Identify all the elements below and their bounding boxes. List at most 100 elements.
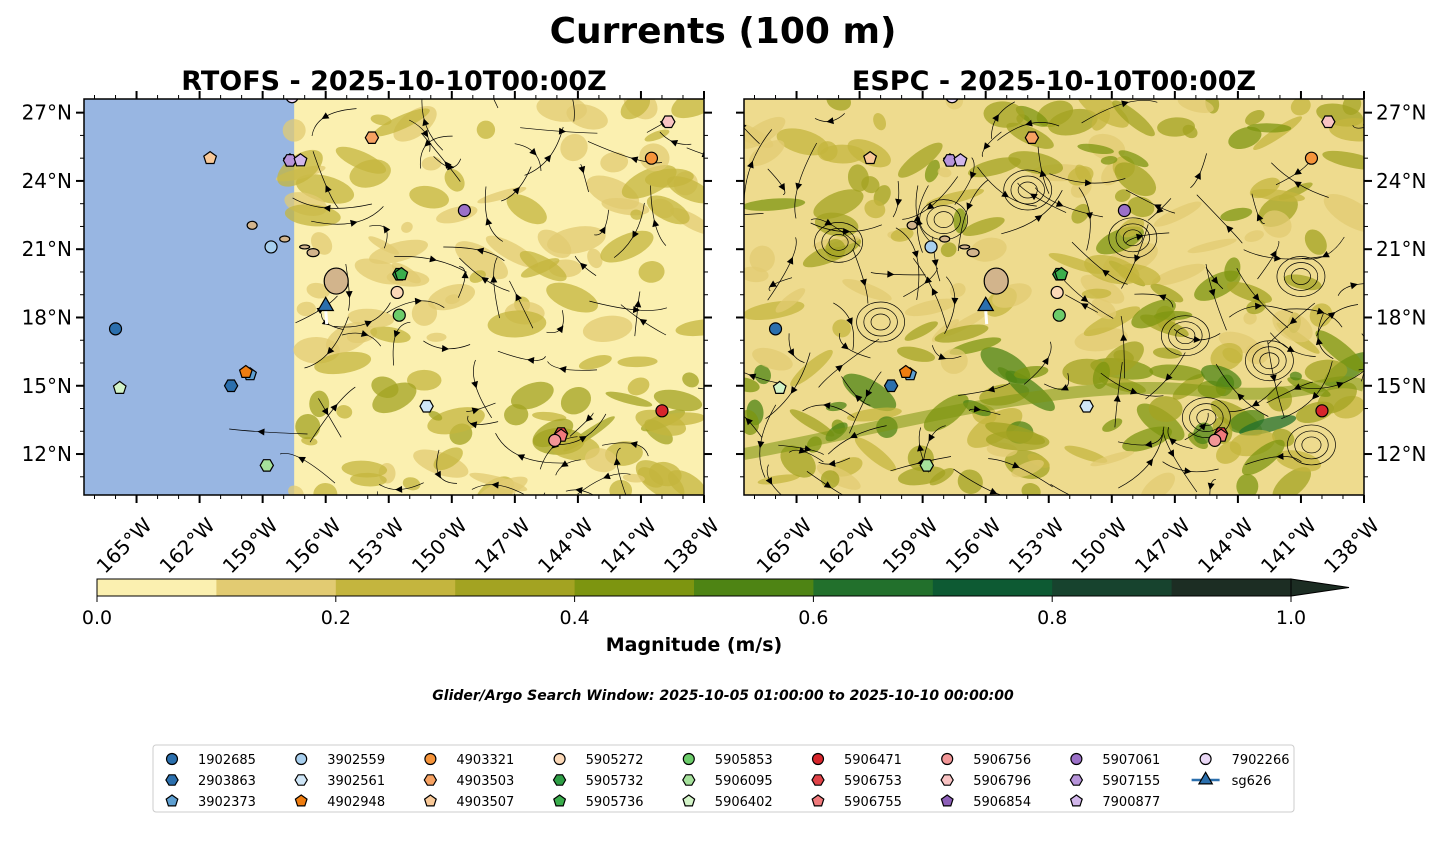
magnitude-contour bbox=[427, 283, 476, 311]
magnitude-contour bbox=[1244, 343, 1269, 365]
magnitude-contour bbox=[609, 479, 633, 495]
lat-tick-label: 21°N bbox=[1376, 237, 1426, 261]
streamline-arrow bbox=[969, 171, 977, 180]
legend-label-4903503: 4903503 bbox=[456, 774, 514, 789]
magnitude-contour bbox=[897, 466, 946, 486]
legend-label-5907061: 5907061 bbox=[1102, 753, 1160, 768]
magnitude-contour bbox=[407, 369, 442, 391]
float-marker-5906471 bbox=[1315, 404, 1329, 418]
island bbox=[306, 248, 320, 258]
magnitude-contour bbox=[1140, 472, 1176, 495]
island bbox=[279, 235, 291, 243]
magnitude-contour bbox=[1083, 306, 1141, 337]
espc-map-panel: ESPC - 2025-10-10T00:00Z 165°W162°W159°W… bbox=[736, 66, 1426, 578]
streamline-arrow bbox=[632, 230, 639, 239]
magnitude-contour bbox=[600, 152, 629, 173]
magnitude-contour bbox=[1290, 99, 1311, 116]
lat-tick-label: 12°N bbox=[1376, 442, 1426, 466]
float-marker-5905853 bbox=[1052, 308, 1066, 322]
legend-label-1902685: 1902685 bbox=[198, 753, 256, 768]
streamline-arrow bbox=[424, 139, 432, 147]
magnitude-contour bbox=[1153, 201, 1202, 227]
figure-title: Currents (100 m) bbox=[550, 11, 897, 52]
legend-marker-5906402 bbox=[682, 794, 696, 807]
magnitude-contour bbox=[1241, 439, 1285, 476]
lon-tick-label: 159°W bbox=[218, 513, 283, 578]
magnitude-contour bbox=[1250, 188, 1305, 202]
eddy-streamline bbox=[1108, 217, 1158, 259]
current-jet bbox=[744, 376, 1364, 460]
eddy-streamline bbox=[1259, 352, 1280, 370]
magnitude-contour bbox=[1077, 143, 1114, 155]
magnitude-contour bbox=[605, 391, 653, 407]
magnitude-contour bbox=[455, 241, 508, 280]
float-marker-3902561 bbox=[419, 399, 434, 413]
streamline bbox=[686, 147, 704, 155]
streamline bbox=[744, 127, 760, 145]
magnitude-contour bbox=[1091, 108, 1110, 131]
streamline-arrow bbox=[575, 487, 583, 494]
streamline-arrow bbox=[350, 219, 358, 227]
streamline-arrow bbox=[987, 385, 996, 393]
streamline-arrow bbox=[1084, 179, 1093, 187]
streamline bbox=[744, 213, 764, 216]
streamline-arrow bbox=[928, 433, 936, 442]
magnitude-contour bbox=[288, 485, 304, 495]
magnitude-contour bbox=[402, 477, 421, 491]
espc-panel-title: ESPC - 2025-10-10T00:00Z bbox=[852, 66, 1256, 97]
magnitude-contour bbox=[532, 411, 567, 422]
magnitude-contour bbox=[754, 364, 771, 385]
legend-marker-3902373 bbox=[165, 794, 179, 807]
rtofs-map-panel: RTOFS - 2025-10-10T00:00Z 165°W162°W159°… bbox=[22, 66, 725, 578]
streamline-arrow bbox=[1121, 100, 1129, 108]
eddy-streamline bbox=[1010, 175, 1045, 205]
streamline-arrow bbox=[556, 325, 564, 334]
magnitude-contour bbox=[1244, 230, 1264, 242]
float-marker-5907155 bbox=[282, 154, 298, 167]
streamline-arrow bbox=[1316, 307, 1325, 315]
magnitude-contour bbox=[1048, 108, 1098, 136]
legend-label-3902559: 3902559 bbox=[327, 753, 385, 768]
magnitude-contour bbox=[1226, 281, 1272, 304]
streamline-arrow bbox=[1156, 206, 1164, 214]
colorbar-tick-label: 0.6 bbox=[798, 607, 828, 629]
magnitude-contour bbox=[511, 381, 554, 410]
float-marker-3902561 bbox=[1079, 399, 1094, 413]
colorbar-tick-label: 0.8 bbox=[1037, 607, 1067, 629]
magnitude-contour bbox=[775, 288, 806, 313]
rtofs-magnitude-contours bbox=[275, 99, 704, 495]
magnitude-contour bbox=[427, 407, 485, 435]
streamline-arrow bbox=[1146, 458, 1154, 467]
streamline-arrow bbox=[481, 276, 489, 284]
legend-marker-5906095 bbox=[682, 774, 696, 786]
streamline-arrow bbox=[1165, 373, 1173, 381]
colorbar-tick-label: 0.2 bbox=[321, 607, 351, 629]
magnitude-contour bbox=[370, 326, 411, 343]
magnitude-contour bbox=[519, 250, 567, 282]
streamline-arrow bbox=[924, 276, 932, 284]
magnitude-contour bbox=[1064, 445, 1108, 463]
eddy-streamline bbox=[1283, 262, 1319, 291]
magnitude-contour bbox=[1008, 151, 1064, 175]
magnitude-contour bbox=[444, 169, 465, 192]
magnitude-contour bbox=[1114, 162, 1157, 197]
streamline-arrow bbox=[323, 204, 331, 212]
lat-tick-label: 15°N bbox=[22, 374, 72, 398]
streamline-arrow bbox=[1293, 383, 1302, 390]
lat-tick-label: 27°N bbox=[1376, 101, 1426, 125]
eddy-streamline bbox=[856, 301, 905, 343]
streamline-arrow bbox=[1153, 204, 1162, 211]
magnitude-contour bbox=[1118, 150, 1149, 168]
streamline-arrow bbox=[1029, 193, 1038, 201]
streamline-arrow bbox=[1158, 294, 1167, 301]
streamline-arrow bbox=[887, 270, 895, 278]
streamline-arrow bbox=[823, 481, 832, 489]
magnitude-contour bbox=[926, 188, 985, 207]
lon-tick-label: 138°W bbox=[1319, 513, 1384, 578]
lon-tick-label: 165°W bbox=[92, 513, 157, 578]
legend-label-5906095: 5906095 bbox=[715, 774, 773, 789]
magnitude-contour bbox=[638, 261, 665, 283]
magnitude-contour bbox=[584, 448, 618, 473]
streamline-arrow bbox=[966, 202, 973, 211]
streamline-arrow bbox=[345, 291, 353, 299]
